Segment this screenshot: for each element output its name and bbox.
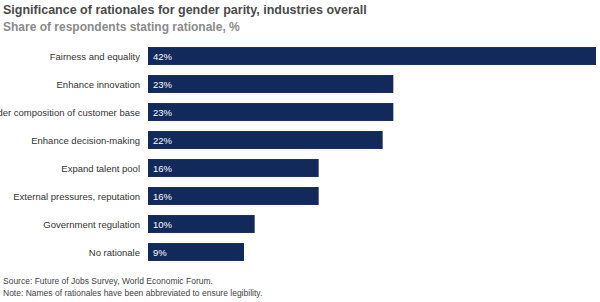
data-label: 22% [153, 135, 173, 146]
data-label: 23% [153, 107, 173, 118]
bar [148, 187, 319, 205]
labels: Fairness and equality 42% Enhance innovati… [0, 51, 173, 258]
data-label: 10% [153, 219, 173, 230]
data-label: 9% [153, 247, 167, 258]
title: Significance of rationales for gender pa… [3, 3, 367, 17]
bar [148, 47, 596, 65]
category-label: Reflect gender composition of customer b… [0, 107, 140, 118]
note: Note: Names of rationales have been abbr… [3, 288, 262, 298]
bar [148, 103, 393, 121]
bar [148, 159, 319, 177]
source: Source: Future of Jobs Survey, World Eco… [3, 276, 213, 286]
category-label: Government regulation [43, 219, 140, 230]
category-label: Fairness and equality [50, 51, 141, 62]
data-label: 42% [153, 51, 173, 62]
category-label: Enhance decision-making [31, 135, 140, 146]
chart-svg: Significance of rationales for gender pa… [0, 0, 600, 302]
subtitle: Share of respondents stating rationale, … [3, 20, 240, 34]
category-label: External pressures, reputation [13, 191, 140, 202]
bar [148, 131, 383, 149]
category-label: No rationale [89, 247, 140, 258]
bars [148, 47, 596, 261]
data-label: 16% [153, 163, 173, 174]
page: {"chart_data": {"type": "bar", "orientat… [0, 0, 600, 302]
bar [148, 75, 393, 93]
bar [148, 215, 255, 233]
data-label: 23% [153, 79, 173, 90]
chart-container: Significance of rationales for gender pa… [0, 0, 600, 302]
category-label: Enhance innovation [57, 79, 140, 90]
bar [148, 243, 244, 261]
category-label: Expand talent pool [61, 163, 140, 174]
data-label: 16% [153, 191, 173, 202]
